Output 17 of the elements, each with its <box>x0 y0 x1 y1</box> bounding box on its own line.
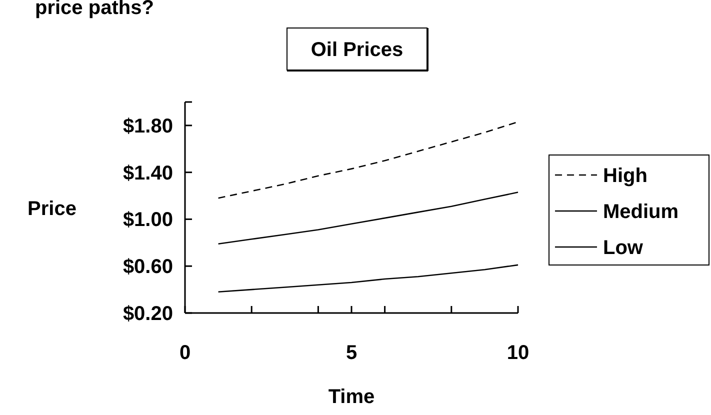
y-tick-label: $0.20 <box>122 303 173 325</box>
y-axis-title: Price <box>28 198 76 220</box>
y-tick-label: $1.80 <box>122 115 173 138</box>
x-axis-title: Time <box>328 386 375 408</box>
legend-label: Medium <box>603 201 679 223</box>
line-series <box>218 192 519 244</box>
chart-title: Oil Prices <box>310 39 404 61</box>
x-tick-label: 0 <box>179 342 191 364</box>
y-tick-label: $0.60 <box>122 256 173 278</box>
line-series <box>218 121 519 199</box>
x-tick-label: 10 <box>506 342 530 364</box>
legend-label: Low <box>603 237 644 259</box>
legend-label: High <box>603 165 648 187</box>
y-tick-label: $1.00 <box>122 209 173 232</box>
y-tick-label: $1.40 <box>122 162 173 184</box>
line-series <box>218 264 519 293</box>
x-tick-label: 5 <box>346 342 358 364</box>
